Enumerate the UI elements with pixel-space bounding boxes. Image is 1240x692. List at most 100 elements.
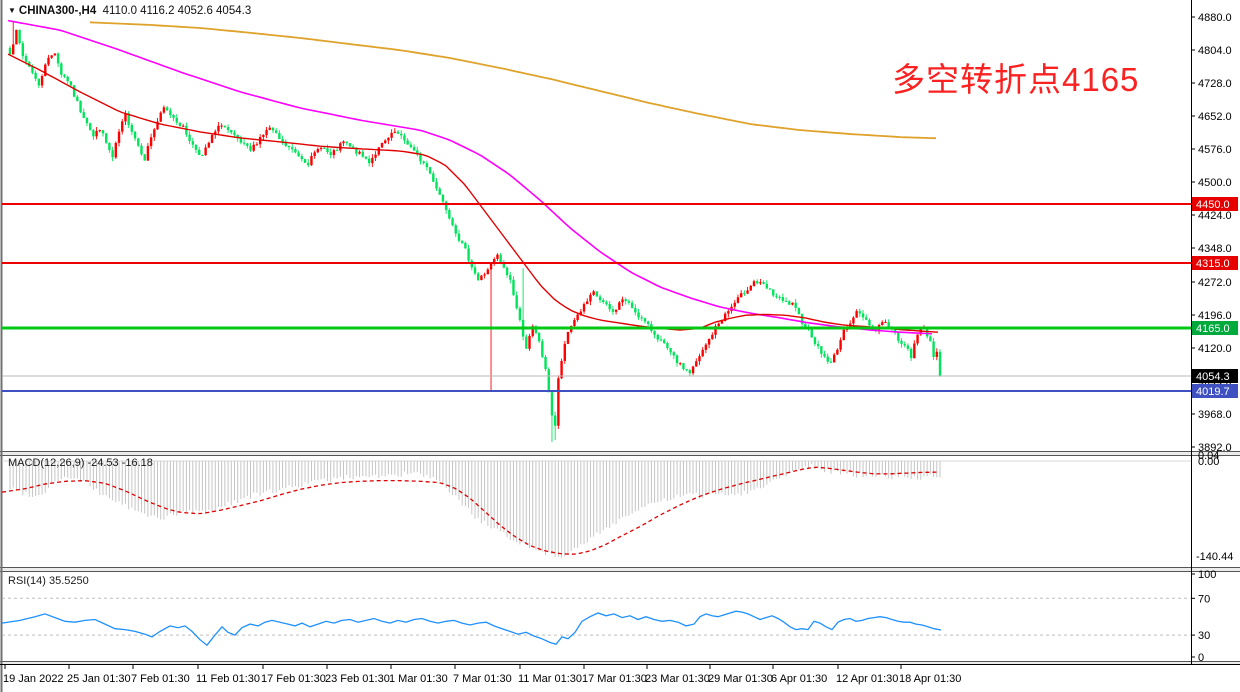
candle-body bbox=[441, 194, 445, 202]
candle-body bbox=[178, 122, 182, 127]
ma-slow-line bbox=[89, 21, 937, 140]
candle-body bbox=[938, 351, 942, 376]
candle-body bbox=[714, 326, 717, 335]
candle-body bbox=[284, 141, 287, 146]
candle-body bbox=[932, 341, 935, 357]
candle-body bbox=[659, 339, 663, 341]
candle-body bbox=[201, 154, 204, 156]
candle-body bbox=[598, 296, 602, 301]
candle-body bbox=[493, 258, 496, 263]
candle-body bbox=[679, 363, 682, 365]
candle-body bbox=[323, 147, 326, 149]
candle-body bbox=[66, 76, 69, 82]
candle-body bbox=[707, 338, 711, 345]
price-badge-label: 4019.7 bbox=[1196, 386, 1230, 398]
y-axis-label: 4348.0 bbox=[1198, 243, 1232, 255]
candle-body bbox=[246, 143, 249, 146]
candle-body bbox=[194, 144, 198, 150]
x-axis-label: 7 Mar 01:30 bbox=[453, 673, 512, 685]
candle-body bbox=[140, 145, 143, 155]
candle-body bbox=[537, 332, 541, 342]
price-badge bbox=[1192, 321, 1238, 335]
candle-body bbox=[316, 148, 320, 153]
candle-body bbox=[108, 142, 111, 151]
candle-body bbox=[749, 285, 752, 291]
y-axis-label: 4804.0 bbox=[1198, 45, 1232, 57]
candle-body bbox=[101, 130, 105, 134]
candle-body bbox=[881, 322, 884, 326]
candle-body bbox=[448, 210, 451, 219]
ma-mid-line bbox=[7, 19, 933, 335]
candle-body bbox=[884, 322, 887, 324]
price-badge-label: 4450.0 bbox=[1196, 199, 1230, 211]
candle-body bbox=[897, 332, 900, 341]
candle-body bbox=[711, 334, 714, 339]
candle-body bbox=[756, 281, 759, 284]
price-badge bbox=[1192, 197, 1238, 211]
candle-body bbox=[813, 337, 817, 344]
y-axis-label: 4500.0 bbox=[1198, 177, 1232, 189]
y-axis-label: 4576.0 bbox=[1198, 144, 1232, 156]
x-axis-label: 23 Mar 01:30 bbox=[645, 673, 710, 685]
ohlc-values: 4110.0 4116.2 4052.6 4054.3 bbox=[102, 5, 252, 17]
candle-body bbox=[832, 354, 836, 363]
candle-body bbox=[743, 293, 746, 295]
candle-body bbox=[40, 75, 44, 86]
candle-body bbox=[746, 290, 749, 294]
candle-body bbox=[563, 343, 566, 361]
candle-body bbox=[640, 317, 643, 319]
candle-body bbox=[367, 158, 371, 164]
candle-body bbox=[34, 72, 37, 79]
candle-body bbox=[759, 282, 762, 284]
candle-body bbox=[419, 154, 422, 162]
candle-body bbox=[502, 262, 506, 268]
candle-body bbox=[294, 149, 297, 153]
candle-body bbox=[435, 181, 438, 189]
candle-body bbox=[300, 156, 304, 160]
candle-body bbox=[31, 66, 34, 73]
candle-body bbox=[624, 299, 627, 302]
candle-body bbox=[675, 355, 679, 364]
symbol-dropdown-icon[interactable]: ▼ bbox=[8, 6, 16, 15]
candle-body bbox=[374, 154, 377, 158]
candle-body bbox=[230, 130, 233, 133]
candle-body bbox=[342, 141, 345, 144]
y-axis-label: 4880.0 bbox=[1198, 12, 1232, 24]
candle-body bbox=[903, 343, 906, 346]
candle-body bbox=[79, 100, 82, 113]
candle-body bbox=[220, 125, 223, 127]
candle-body bbox=[416, 150, 419, 155]
candle-body bbox=[56, 53, 60, 64]
x-axis-label: 19 Jan 2022 bbox=[3, 673, 64, 685]
candle-body bbox=[387, 137, 390, 141]
x-axis-label: 29 Mar 01:30 bbox=[708, 673, 773, 685]
candle-body bbox=[345, 141, 348, 144]
candle-body bbox=[130, 124, 134, 132]
candle-body bbox=[512, 279, 515, 296]
candle-body bbox=[44, 64, 47, 76]
candle-body bbox=[95, 130, 98, 137]
y-axis[interactable]: 4880.0 4804.0 4728.0 4652.0 4576.0 4500.0 4424… bbox=[1191, 12, 1238, 454]
candle-body bbox=[18, 29, 21, 44]
x-axis-label: 6 Apr 01:30 bbox=[771, 673, 827, 685]
candle-body bbox=[156, 121, 159, 130]
candle-body bbox=[688, 370, 692, 374]
candle-body bbox=[906, 345, 910, 349]
candle-body bbox=[685, 369, 688, 371]
candle-body bbox=[637, 312, 640, 318]
candle-body bbox=[326, 148, 329, 153]
candle-body bbox=[444, 201, 448, 211]
candle-body bbox=[82, 112, 85, 118]
candle-body bbox=[60, 63, 63, 75]
candle-body bbox=[656, 334, 659, 340]
candle-body bbox=[704, 344, 708, 350]
x-axis[interactable]: 19 Jan 2022 25 Jan 01:30 7 Feb 01:30 11 Feb… bbox=[3, 664, 961, 685]
candle-body bbox=[935, 351, 938, 357]
candle-body bbox=[534, 326, 538, 333]
candle-body bbox=[528, 335, 531, 349]
candle-body bbox=[739, 293, 743, 298]
candle-body bbox=[361, 151, 364, 157]
x-axis-label: 23 Feb 01:30 bbox=[325, 673, 390, 685]
